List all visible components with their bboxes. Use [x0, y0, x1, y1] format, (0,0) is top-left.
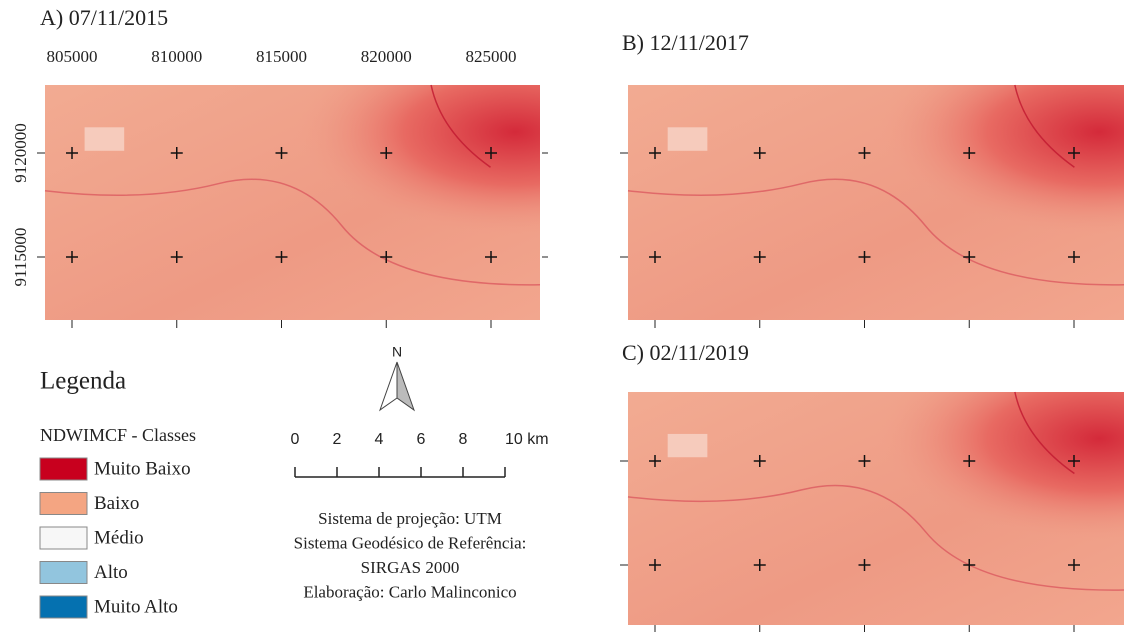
scale-label: 4: [375, 431, 384, 448]
panel-title: C) 02/11/2019: [622, 340, 749, 365]
x-tick-label: 810000: [151, 47, 202, 66]
legend-subtitle: NDWIMCF - Classes: [40, 425, 196, 445]
map-raster: [628, 85, 1124, 320]
legend-label: Médio: [94, 527, 144, 548]
x-tick-label: 805000: [47, 47, 98, 66]
legend-swatch: [40, 562, 87, 584]
urban-area: [668, 127, 708, 151]
maps: A) 07/11/2015 805000 810000 815000 820000 825…: [11, 5, 1124, 632]
legend-label: Muito Baixo: [94, 458, 191, 479]
map-raster: [628, 392, 1124, 625]
legend-swatch: [40, 596, 87, 618]
scale-label: 8: [459, 431, 468, 448]
legend-title: Legenda: [40, 368, 126, 395]
legend-label: Alto: [94, 562, 128, 583]
north-arrow: N: [380, 344, 414, 410]
x-tick-label: 815000: [256, 47, 307, 66]
legend: Legenda NDWIMCF - Classes Muito Baixo Bai…: [40, 368, 196, 618]
figure: A) 07/11/2015 805000 810000 815000 820000 825…: [0, 0, 1124, 632]
scale-label: 2: [333, 431, 342, 448]
panel-title: B) 12/11/2017: [622, 30, 749, 55]
legend-swatch: [40, 458, 87, 480]
panel-title: A) 07/11/2015: [40, 5, 168, 30]
x-tick-label: 820000: [361, 47, 412, 66]
raster-hot: [45, 85, 540, 320]
credit-line: Sistema Geodésico de Referência:: [294, 533, 527, 552]
legend-swatch: [40, 493, 87, 515]
credit-line: Sistema de projeção: UTM: [318, 509, 502, 528]
credit-line: SIRGAS 2000: [361, 558, 460, 577]
urban-area: [85, 127, 125, 151]
y-tick-label: 9120000: [11, 123, 30, 183]
urban-area: [668, 434, 708, 457]
raster-hot: [628, 85, 1124, 320]
legend-swatch: [40, 527, 87, 549]
north-label: N: [392, 344, 402, 360]
scale-label: 10 km: [505, 431, 549, 448]
credits: Sistema de projeção: UTM Sistema Geodésic…: [294, 509, 527, 602]
scale-label: 0: [291, 431, 300, 448]
scale-label: 6: [417, 431, 426, 448]
credit-line: Elaboração: Carlo Malinconico: [303, 582, 516, 601]
raster-hot: [628, 392, 1124, 625]
y-tick-label: 9115000: [11, 228, 30, 287]
scale-bar: 0 2 4 6 8 10 km: [291, 431, 549, 477]
map-raster: [45, 85, 540, 320]
legend-label: Muito Alto: [94, 596, 178, 617]
x-tick-label: 825000: [466, 47, 517, 66]
legend-label: Baixo: [94, 493, 139, 514]
